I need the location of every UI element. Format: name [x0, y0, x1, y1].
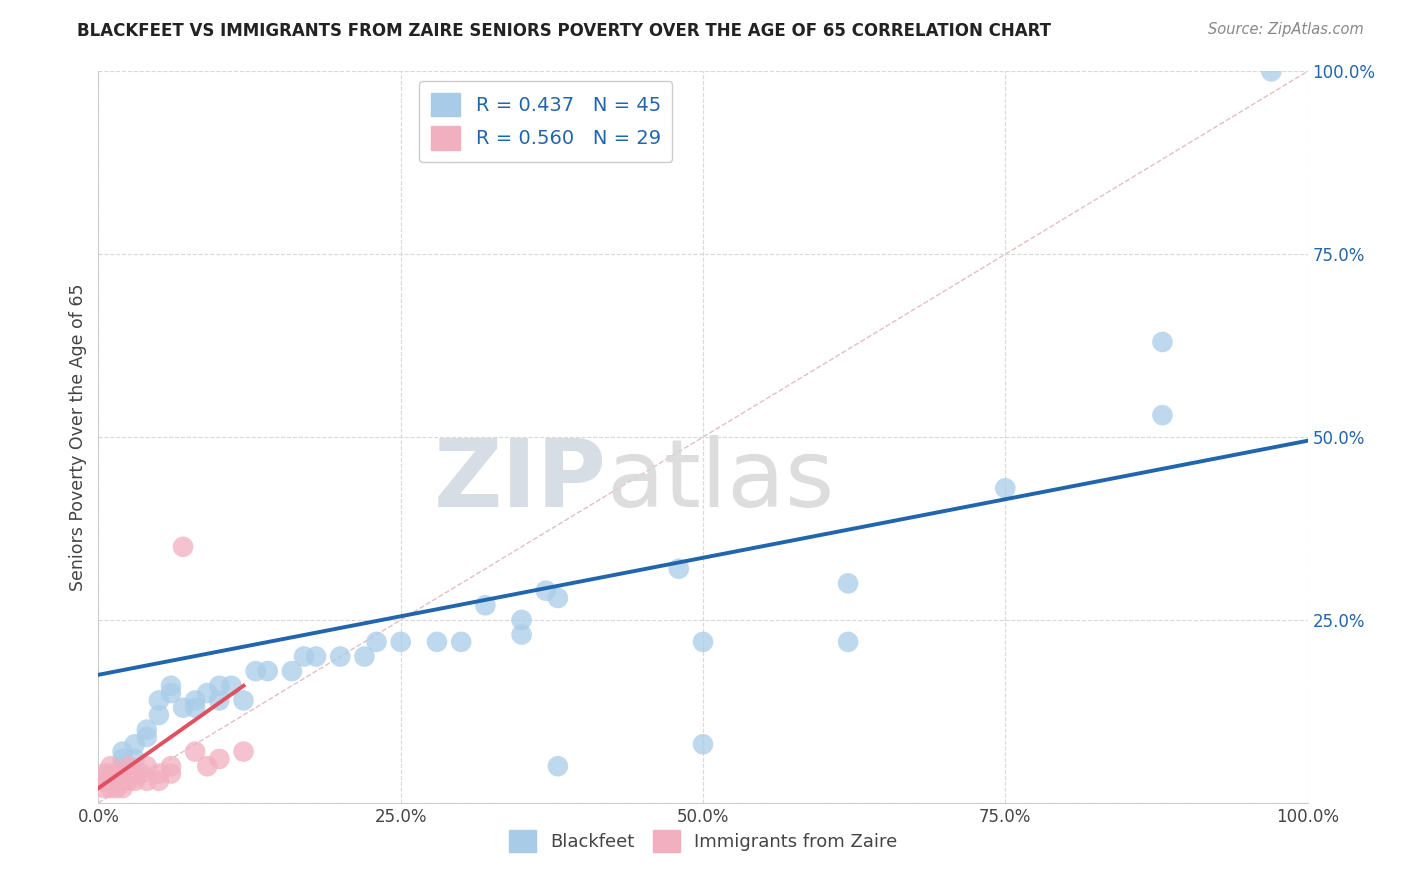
Point [135, 730, 157, 744]
Point [93, 781, 115, 796]
Point [1152, 408, 1174, 422]
Point [450, 635, 472, 649]
Point [195, 759, 218, 773]
Point [837, 576, 859, 591]
Point [93, 766, 115, 780]
Point [195, 686, 218, 700]
Point [221, 679, 243, 693]
Point [184, 693, 207, 707]
Point [474, 599, 496, 613]
Point [232, 745, 254, 759]
Point [510, 613, 533, 627]
Point [547, 759, 569, 773]
Point [353, 649, 375, 664]
Point [208, 693, 231, 707]
Point [547, 591, 569, 605]
Point [510, 627, 533, 641]
Point [148, 708, 170, 723]
Point [160, 679, 183, 693]
Point [172, 700, 194, 714]
Point [305, 649, 328, 664]
Point [148, 693, 170, 707]
Text: atlas: atlas [606, 435, 835, 527]
Point [160, 686, 183, 700]
Point [100, 759, 122, 773]
Point [105, 781, 128, 796]
Point [124, 752, 146, 766]
Point [111, 759, 134, 773]
Point [534, 583, 557, 598]
Point [93, 773, 115, 788]
Point [135, 723, 157, 737]
Point [184, 700, 207, 714]
Point [129, 766, 152, 780]
Point [692, 737, 714, 751]
Point [118, 773, 141, 788]
Text: Source: ZipAtlas.com: Source: ZipAtlas.com [1208, 22, 1364, 37]
Point [111, 766, 134, 780]
Point [292, 649, 315, 664]
Point [256, 664, 278, 678]
Point [389, 635, 412, 649]
Point [124, 773, 146, 788]
Point [148, 773, 170, 788]
Legend: Blackfeet, Immigrants from Zaire: Blackfeet, Immigrants from Zaire [502, 823, 904, 860]
Point [124, 766, 146, 780]
Point [837, 635, 859, 649]
Point [97, 766, 120, 780]
Point [208, 752, 231, 766]
Point [111, 745, 134, 759]
Point [426, 635, 449, 649]
Point [96, 773, 118, 788]
Point [105, 766, 128, 780]
Point [1260, 64, 1282, 78]
Text: BLACKFEET VS IMMIGRANTS FROM ZAIRE SENIORS POVERTY OVER THE AGE OF 65 CORRELATIO: BLACKFEET VS IMMIGRANTS FROM ZAIRE SENIO… [77, 22, 1052, 40]
Point [100, 781, 122, 796]
Point [329, 649, 352, 664]
Point [1152, 334, 1174, 349]
Point [668, 562, 690, 576]
Point [208, 679, 231, 693]
Point [135, 773, 157, 788]
Point [111, 752, 134, 766]
Text: ZIP: ZIP [433, 435, 606, 527]
Point [172, 540, 194, 554]
Point [100, 773, 122, 788]
Point [160, 766, 183, 780]
Point [160, 759, 183, 773]
Y-axis label: Seniors Poverty Over the Age of 65: Seniors Poverty Over the Age of 65 [69, 284, 87, 591]
Point [281, 664, 304, 678]
Point [245, 664, 267, 678]
Point [148, 766, 170, 780]
Point [184, 745, 207, 759]
Point [118, 759, 141, 773]
Point [111, 781, 134, 796]
Point [994, 481, 1017, 495]
Point [135, 759, 157, 773]
Point [692, 635, 714, 649]
Point [232, 693, 254, 707]
Point [366, 635, 388, 649]
Point [124, 737, 146, 751]
Point [111, 773, 134, 788]
